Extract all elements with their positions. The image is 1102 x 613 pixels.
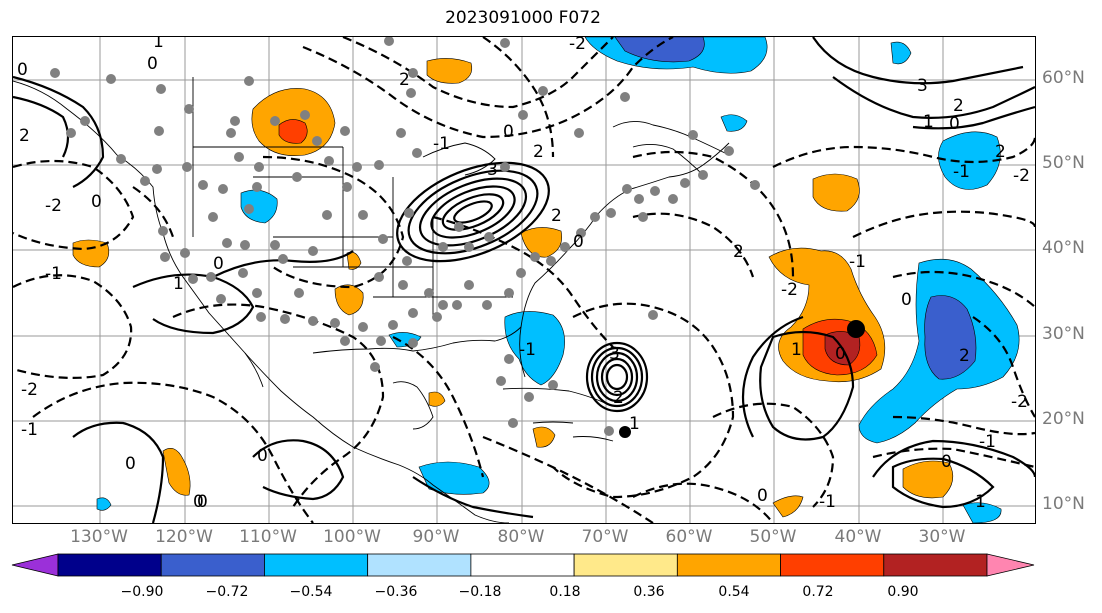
coastlines: [13, 77, 730, 523]
contour-label: 2: [399, 70, 410, 90]
contour-label: 0: [949, 114, 960, 134]
contour-label: -2: [781, 280, 798, 300]
contour-label: 2: [533, 142, 544, 162]
lon-label: 50°W: [749, 527, 797, 547]
colorbar-tick: −0.54: [289, 584, 333, 600]
negative-contours: [13, 37, 1035, 523]
contour-label: 2: [959, 346, 970, 366]
contour-label: -1: [953, 162, 970, 182]
map-title: 2023091000 F072: [445, 8, 601, 28]
lat-label: 10°N: [1042, 494, 1085, 514]
contour-label: 0: [941, 452, 952, 472]
contour-label: -1: [519, 340, 536, 360]
contour-label: 1: [791, 340, 802, 360]
colorbar-tick: 0.18: [549, 584, 581, 600]
colorbar-segment: [883, 553, 988, 577]
map-panel: 1 0 0 2 -2 0 -1 0 1 -2 -1 0 0 0 2 0 2 -2…: [12, 36, 1036, 524]
contour-label: 0: [213, 254, 224, 274]
contour-label: -2: [1011, 392, 1028, 412]
lon-label: 120°W: [155, 527, 213, 547]
contour-label: -1: [849, 252, 866, 272]
lon-label: 130°W: [70, 527, 128, 547]
colorbar-segment: [57, 553, 162, 577]
contour-label: -2: [21, 380, 38, 400]
lon-label: 70°W: [581, 527, 629, 547]
colorbar-segment: [676, 553, 781, 577]
colorbar-tick: 0.72: [802, 584, 834, 600]
contour-label: 0: [197, 492, 208, 512]
weather-map: 1 0 0 2 -2 0 -1 0 1 -2 -1 0 0 0 2 0 2 -2…: [13, 37, 1035, 523]
lon-label: 60°W: [665, 527, 713, 547]
colorbar-tick: −0.18: [458, 584, 502, 600]
contour-label: -2: [569, 37, 586, 54]
contour-label: 1: [629, 414, 640, 434]
positive-contours: [13, 37, 1035, 523]
contour-label: 1: [975, 492, 986, 512]
lat-label: 30°N: [1042, 324, 1085, 344]
contour-label: 0: [147, 54, 158, 74]
contour-label: 0: [503, 122, 514, 142]
lat-label: 60°N: [1042, 68, 1085, 88]
colorbar-tick: 0.36: [633, 584, 665, 600]
contour-label-group: 1 0 0 2 -2 0 -1 0 1 -2 -1 0 0 0 2 0 2 -2…: [17, 37, 1030, 512]
contour-label: 0: [901, 290, 912, 310]
contour-label: 2: [19, 126, 30, 146]
contour-label: -1: [21, 420, 38, 440]
colorbar: [11, 553, 1035, 577]
contour-label: 0: [757, 486, 768, 506]
lat-label: 20°N: [1042, 409, 1085, 429]
contour-label: 1: [923, 112, 934, 132]
lon-label: 80°W: [497, 527, 545, 547]
contour-label: -1: [819, 492, 836, 512]
contour-label: -1: [45, 264, 62, 284]
colorbar-segment: [470, 553, 575, 577]
contour-label: 1: [153, 37, 164, 52]
colorbar-segment: [160, 553, 265, 577]
contour-label: 0: [91, 192, 102, 212]
contour-label: 0: [257, 446, 268, 466]
contour-label: 2: [733, 242, 744, 262]
contour-label: 2: [551, 206, 562, 226]
contour-label: 3: [609, 344, 620, 364]
lon-label: 30°W: [918, 527, 966, 547]
contour-label: 0: [17, 60, 28, 80]
lon-label: 40°W: [834, 527, 882, 547]
station-markers: [50, 37, 760, 436]
colorbar-tick: 0.54: [718, 584, 750, 600]
colorbar-segment: [780, 553, 885, 577]
lon-label: 110°W: [239, 527, 297, 547]
colorbar-extend-low: [11, 553, 59, 577]
lon-label: 100°W: [323, 527, 381, 547]
contour-label: 1: [173, 274, 184, 294]
contour-label: 3: [487, 160, 498, 180]
contour-label: 2: [613, 388, 624, 408]
contour-label: -1: [979, 432, 996, 452]
colorbar-extend-high: [986, 553, 1035, 577]
colorbar-tick: −0.90: [120, 584, 164, 600]
contour-label: 0: [125, 454, 136, 474]
colorbar-segment: [367, 553, 472, 577]
colorbar-tick: 0.90: [887, 584, 919, 600]
colorbar-segment: [264, 553, 369, 577]
contour-label: 2: [995, 142, 1006, 162]
colorbar-tick: −0.36: [374, 584, 418, 600]
contour-label: 2: [953, 96, 964, 116]
contour-label: -2: [1013, 166, 1030, 186]
contour-label: 0: [573, 232, 584, 252]
lat-label: 40°N: [1042, 238, 1085, 258]
colorbar-segment: [573, 553, 678, 577]
contour-label: -1: [433, 134, 450, 154]
center-markers: [619, 320, 865, 438]
contour-label: 0: [193, 492, 204, 512]
shaded-anomalies: [72, 37, 1020, 523]
colorbar-tick: −0.72: [205, 584, 249, 600]
lon-label: 90°W: [412, 527, 460, 547]
lat-label: 50°N: [1042, 153, 1085, 173]
contour-label: -2: [45, 196, 62, 216]
contour-label: 0: [835, 344, 846, 364]
contour-label: 3: [917, 76, 928, 96]
